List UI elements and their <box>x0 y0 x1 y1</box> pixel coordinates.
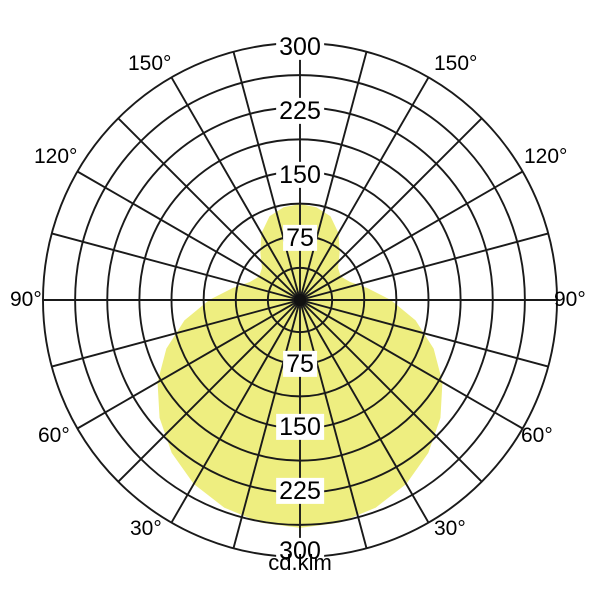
grid-spoke <box>76 170 301 301</box>
angle-tick-label: 60° <box>38 424 70 447</box>
grid-spoke <box>299 76 430 301</box>
angle-tick-label: 60° <box>521 424 553 447</box>
grid-spoke <box>299 170 524 301</box>
radial-tick-label: 150 <box>276 414 324 440</box>
grid-spoke <box>51 232 301 301</box>
radial-tick-label: 75 <box>283 351 317 377</box>
grid-spoke <box>117 299 301 483</box>
radial-tick-label: 225 <box>276 478 324 504</box>
radial-tick-label: 75 <box>283 225 317 251</box>
angle-tick-label: 150° <box>434 52 478 75</box>
unit-label: cd.klm <box>268 550 332 575</box>
grid-spoke <box>299 232 549 301</box>
radial-tick-label: 300 <box>276 538 324 564</box>
angle-tick-label: 30° <box>130 517 162 540</box>
grid-spoke <box>299 299 524 430</box>
grid-spoke <box>232 51 301 301</box>
grid-spoke <box>299 299 549 368</box>
angle-tick-label: 90° <box>554 288 586 311</box>
radial-tick-label: 225 <box>276 98 324 124</box>
center-origin-dot <box>294 294 306 306</box>
angle-tick-label: 30° <box>434 517 466 540</box>
grid-spoke <box>117 117 301 301</box>
grid-spoke <box>299 299 483 483</box>
grid-spoke <box>299 117 483 301</box>
grid-spoke <box>76 299 301 430</box>
radial-tick-label: 300 <box>276 34 324 60</box>
angle-tick-label: 150° <box>128 52 172 75</box>
angle-tick-label: 120° <box>34 145 78 168</box>
grid-spoke <box>170 299 301 524</box>
grid-spoke <box>232 299 301 549</box>
grid-spoke <box>299 299 368 549</box>
angle-tick-label: 90° <box>10 288 42 311</box>
grid-spoke <box>170 76 301 301</box>
grid-spoke <box>299 299 430 524</box>
angle-tick-label: 120° <box>524 145 568 168</box>
grid-spoke <box>299 51 368 301</box>
grid-spoke <box>51 299 301 368</box>
radial-tick-label: 150 <box>276 162 324 188</box>
